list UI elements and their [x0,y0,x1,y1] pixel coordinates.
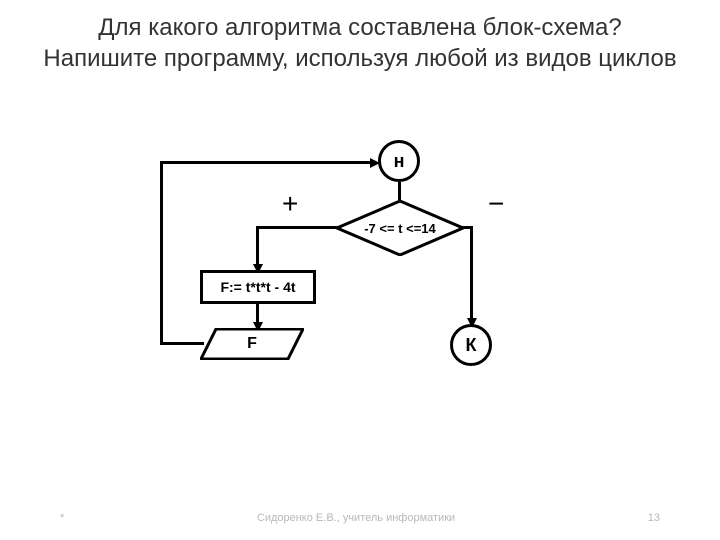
branch-minus: − [488,188,504,220]
branch-plus: + [282,188,298,220]
footer-center: Сидоренко Е.В., учитель информатики [257,512,455,524]
process-node: F:= t*t*t - 4t [200,270,316,304]
footer-right: 13 [648,512,660,524]
arrow-loop-to-start [370,158,380,168]
footer-left: * [60,512,64,524]
end-node: К [450,324,492,366]
slide-footer: * Сидоренко Е.В., учитель информатики 13 [0,512,720,524]
process-label: F:= t*t*t - 4t [220,279,295,295]
edge-decision-right-v [470,226,473,324]
flowchart: н -7 <= t <=14 + − F:= t*t*t - 4t F К [160,140,560,440]
edge-loop-v [160,162,163,345]
slide-title: Для какого алгоритма составлена блок-схе… [0,0,720,74]
start-node: н [378,140,420,182]
end-label: К [466,335,477,356]
output-label: F [247,335,257,353]
edge-loop-h1 [160,342,204,345]
start-label: н [394,151,405,172]
edge-loop-h2 [160,161,372,164]
decision-label: -7 <= t <=14 [364,221,436,236]
decision-node: -7 <= t <=14 [336,200,464,256]
output-node: F [200,328,304,360]
edge-decision-left-h [256,226,338,229]
edge-start-decision [398,182,401,200]
